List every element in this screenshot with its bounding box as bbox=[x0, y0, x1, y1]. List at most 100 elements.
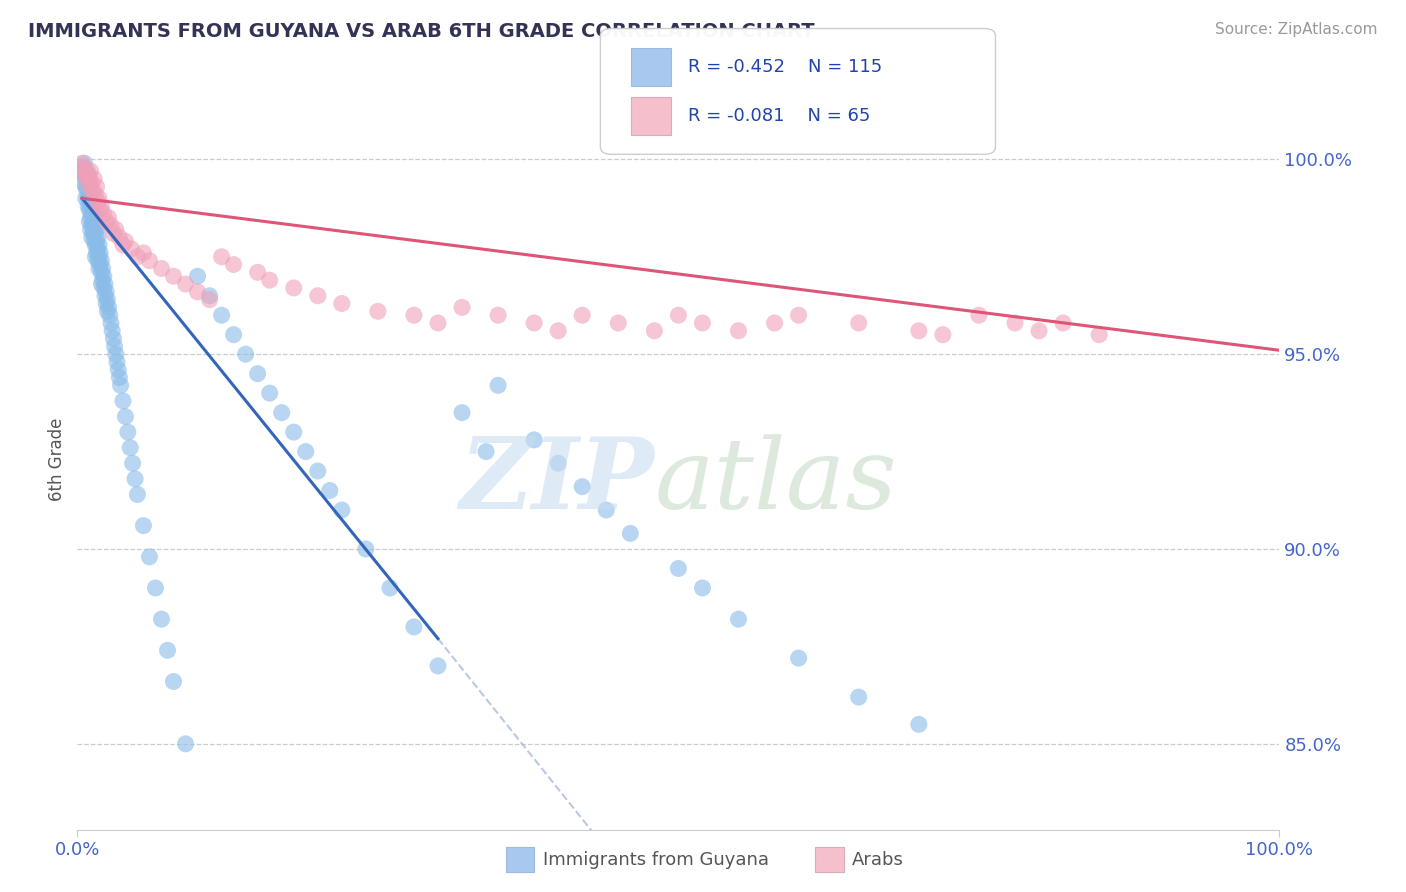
Text: Arabs: Arabs bbox=[852, 851, 904, 869]
Point bbox=[104, 347, 127, 361]
Point bbox=[84, 227, 107, 241]
Point bbox=[475, 444, 498, 458]
Point bbox=[114, 409, 136, 424]
Point bbox=[82, 215, 104, 229]
Point bbox=[89, 258, 111, 272]
Point bbox=[727, 324, 749, 338]
Point bbox=[120, 242, 142, 256]
Point bbox=[787, 308, 810, 322]
Point bbox=[73, 168, 96, 182]
Text: R = -0.081    N = 65: R = -0.081 N = 65 bbox=[688, 107, 870, 125]
Point bbox=[79, 222, 101, 236]
Point bbox=[87, 195, 110, 210]
Point bbox=[87, 242, 110, 256]
Point bbox=[87, 250, 110, 264]
Point bbox=[367, 304, 389, 318]
Point bbox=[77, 168, 100, 182]
Point bbox=[80, 230, 103, 244]
Point bbox=[1004, 316, 1026, 330]
Point bbox=[330, 503, 353, 517]
Point bbox=[77, 168, 100, 182]
Point bbox=[104, 339, 127, 353]
Point bbox=[127, 250, 149, 264]
Point bbox=[84, 187, 107, 202]
Point bbox=[96, 285, 118, 299]
Point bbox=[908, 717, 931, 731]
Point bbox=[86, 222, 108, 236]
Point bbox=[105, 355, 128, 369]
Point bbox=[90, 277, 112, 291]
Point bbox=[692, 581, 714, 595]
Point bbox=[114, 234, 136, 248]
Point bbox=[547, 324, 569, 338]
Point bbox=[87, 253, 110, 268]
Point bbox=[79, 202, 101, 217]
Point bbox=[86, 234, 108, 248]
Point bbox=[84, 250, 107, 264]
Point bbox=[72, 160, 94, 174]
Point bbox=[87, 238, 110, 252]
Point bbox=[138, 549, 160, 564]
Point bbox=[120, 441, 142, 455]
Point bbox=[150, 612, 173, 626]
Text: IMMIGRANTS FROM GUYANA VS ARAB 6TH GRADE CORRELATION CHART: IMMIGRANTS FROM GUYANA VS ARAB 6TH GRADE… bbox=[28, 22, 814, 41]
Point bbox=[79, 215, 101, 229]
Point bbox=[107, 363, 129, 377]
Point bbox=[79, 179, 101, 194]
Point bbox=[668, 561, 690, 575]
Point bbox=[162, 674, 184, 689]
Point bbox=[75, 191, 97, 205]
Point bbox=[235, 347, 257, 361]
Point bbox=[96, 296, 118, 310]
Point bbox=[75, 164, 97, 178]
Point bbox=[89, 245, 111, 260]
Point bbox=[294, 444, 316, 458]
Point bbox=[100, 219, 122, 233]
Point bbox=[283, 281, 305, 295]
Point bbox=[72, 160, 94, 174]
Point bbox=[91, 273, 114, 287]
Point bbox=[82, 227, 104, 241]
Point bbox=[330, 296, 353, 310]
Point bbox=[307, 289, 329, 303]
Point bbox=[97, 211, 120, 225]
Point bbox=[84, 215, 107, 229]
Point bbox=[486, 378, 509, 392]
Point bbox=[571, 308, 593, 322]
Point bbox=[91, 261, 114, 276]
Point bbox=[117, 425, 139, 439]
Text: Immigrants from Guyana: Immigrants from Guyana bbox=[543, 851, 769, 869]
Point bbox=[354, 541, 377, 556]
Point bbox=[83, 234, 105, 248]
Point bbox=[97, 301, 120, 315]
Point bbox=[111, 393, 134, 408]
Point bbox=[94, 277, 117, 291]
Point bbox=[222, 327, 245, 342]
Point bbox=[211, 250, 233, 264]
Point bbox=[83, 222, 105, 236]
Point bbox=[595, 503, 617, 517]
Point bbox=[82, 199, 104, 213]
Point bbox=[77, 199, 100, 213]
Point bbox=[101, 324, 124, 338]
Point bbox=[79, 179, 101, 194]
Point bbox=[121, 456, 143, 470]
Point bbox=[100, 316, 122, 330]
Point bbox=[571, 480, 593, 494]
Point bbox=[79, 164, 101, 178]
Point bbox=[378, 581, 401, 595]
Point bbox=[307, 464, 329, 478]
Point bbox=[90, 253, 112, 268]
Point bbox=[83, 207, 105, 221]
Point bbox=[93, 281, 115, 295]
Point bbox=[259, 386, 281, 401]
Point bbox=[1052, 316, 1074, 330]
Point bbox=[103, 332, 125, 346]
Point bbox=[75, 171, 97, 186]
Point bbox=[174, 277, 197, 291]
Point bbox=[108, 370, 131, 384]
Point bbox=[162, 269, 184, 284]
Point bbox=[75, 179, 97, 194]
Point bbox=[72, 176, 94, 190]
Point bbox=[108, 230, 131, 244]
